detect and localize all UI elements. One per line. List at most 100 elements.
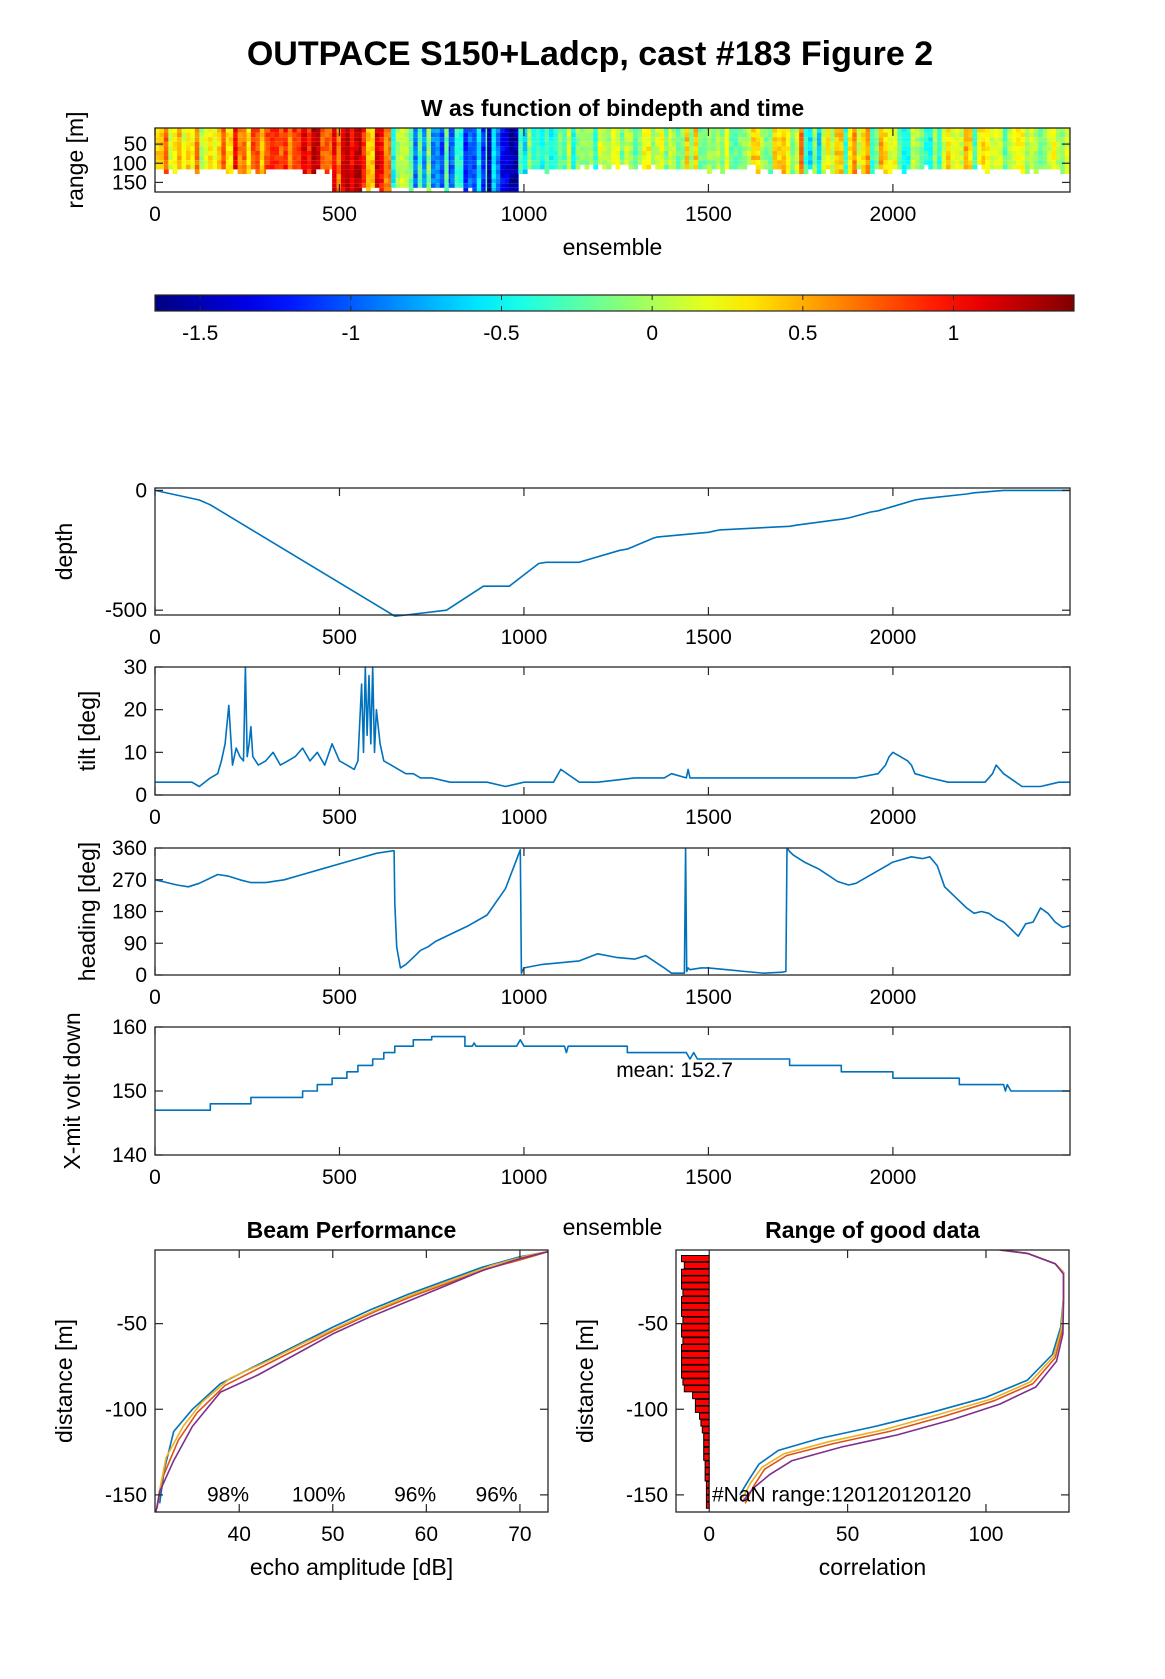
- range-xlabel: correlation: [819, 1554, 926, 1580]
- w-cell: [650, 146, 656, 151]
- w-cell: [531, 132, 537, 138]
- w-cell: [417, 183, 423, 188]
- w-cell: [994, 141, 999, 147]
- w-cell: [217, 151, 222, 156]
- w-cell: [1025, 146, 1030, 151]
- w-cell: [768, 128, 773, 133]
- w-cell: [588, 160, 594, 165]
- w-cell: [825, 141, 831, 147]
- w-xtick-label: 1500: [685, 203, 732, 226]
- w-cell: [606, 160, 612, 165]
- w-cell: [1056, 146, 1061, 151]
- w-cell: [812, 146, 818, 151]
- w-cell: [549, 151, 554, 156]
- w-cell: [615, 160, 621, 165]
- w-cell: [296, 128, 302, 133]
- w-cell: [821, 155, 827, 161]
- w-cell: [1038, 151, 1044, 156]
- w-cell: [755, 151, 761, 156]
- w-cell: [190, 155, 196, 161]
- w-cell: [358, 187, 363, 192]
- w-cell: [509, 137, 514, 142]
- w-cell: [812, 132, 818, 138]
- w-cell: [715, 146, 721, 151]
- w-cell: [302, 132, 308, 138]
- w-cell: [383, 164, 389, 170]
- w-cell: [584, 137, 590, 142]
- w-cell: [454, 183, 460, 188]
- w-cell: [349, 141, 355, 147]
- w-cell: [208, 155, 213, 161]
- w-cell: [847, 137, 853, 142]
- w-cell: [803, 164, 809, 170]
- w-cell: [785, 155, 791, 161]
- w-cell: [825, 164, 831, 170]
- w-cell: [816, 137, 822, 142]
- w-cell: [763, 137, 769, 142]
- w-cell: [702, 132, 708, 138]
- w-cell: [417, 160, 423, 165]
- w-cell: [985, 151, 990, 156]
- w-cell: [1033, 151, 1039, 156]
- w-cell: [370, 137, 376, 142]
- w-cell: [459, 169, 464, 174]
- w-cell: [448, 137, 451, 142]
- depth-ytick-label: -500: [105, 599, 147, 622]
- w-cell: [684, 151, 690, 156]
- w-cell: [790, 151, 796, 156]
- w-cell: [1016, 132, 1021, 138]
- w-cell: [919, 141, 925, 147]
- w-cell: [557, 128, 563, 133]
- w-cell: [212, 164, 218, 170]
- w-cell: [843, 132, 849, 138]
- w-cell: [345, 178, 351, 184]
- w-cell: [439, 155, 445, 161]
- w-cell: [994, 146, 999, 151]
- w-cell: [531, 141, 537, 147]
- w-cell: [932, 164, 938, 170]
- w-cell: [324, 146, 330, 151]
- w-cell: [606, 141, 612, 147]
- w-cell: [861, 169, 866, 174]
- w-cell: [985, 137, 990, 142]
- w-cell: [264, 141, 267, 147]
- w-cell: [910, 141, 916, 147]
- w-cell: [781, 151, 787, 156]
- w-cell: [246, 160, 252, 165]
- w-cell: [856, 160, 862, 165]
- w-cell: [883, 160, 889, 165]
- w-cell: [847, 146, 853, 151]
- w-cell: [892, 155, 898, 161]
- w-cell: [777, 151, 782, 156]
- w-cell: [707, 146, 712, 151]
- w-cell: [513, 169, 519, 174]
- w-cell: [426, 183, 432, 188]
- w-cell: [870, 151, 875, 156]
- w-cell: [1051, 141, 1057, 147]
- w-cell: [615, 132, 621, 138]
- w-cell: [311, 141, 317, 147]
- w-cell: [504, 128, 510, 133]
- w-cell: [994, 128, 999, 133]
- w-cell: [481, 132, 486, 138]
- w-cell: [417, 151, 423, 156]
- w-cell: [825, 160, 831, 165]
- w-cell: [624, 137, 630, 142]
- w-cell: [217, 132, 222, 138]
- w-cell: [172, 151, 178, 156]
- w-cell: [985, 155, 990, 161]
- range-bar: [705, 1481, 710, 1489]
- w-cell: [417, 155, 423, 161]
- w-cell: [544, 146, 550, 151]
- w-cell: [655, 164, 661, 170]
- w-cell: [354, 187, 359, 192]
- w-cell: [221, 146, 227, 151]
- w-cell: [751, 132, 756, 138]
- w-cell: [217, 137, 222, 142]
- w-cell: [897, 146, 903, 151]
- w-cell: [332, 132, 337, 138]
- w-cell: [580, 155, 585, 161]
- w-cell: [212, 160, 218, 165]
- w-cell: [422, 183, 427, 188]
- w-cell: [444, 128, 450, 133]
